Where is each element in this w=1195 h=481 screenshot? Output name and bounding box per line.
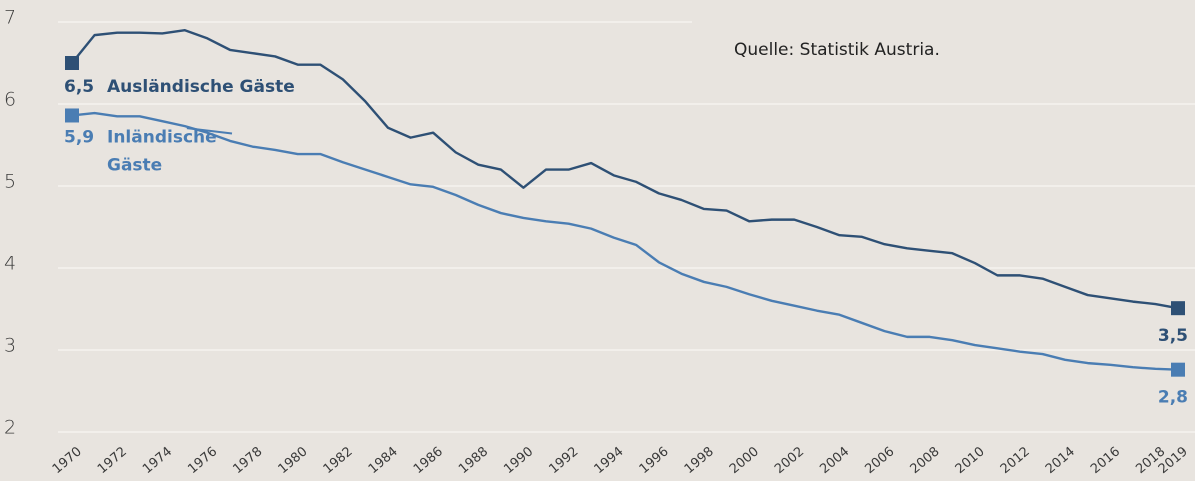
value-label: 3,5 (1158, 326, 1188, 346)
line (71, 111, 1179, 371)
series-label: Inländische Gäste (107, 127, 217, 175)
y-tick-label: 2 (4, 417, 16, 439)
source: Quelle: Statistik Austria. (734, 40, 940, 60)
y-tick-label: 7 (4, 7, 16, 29)
value-label: 2,8 (1158, 388, 1188, 408)
end-marker (65, 56, 79, 70)
y-tick-label: 6 (4, 89, 16, 111)
series-label: Ausländische Gäste (107, 77, 295, 97)
value-label: 6,5 (64, 77, 94, 97)
end-marker (1171, 362, 1185, 377)
source-backdrop (692, 12, 1195, 32)
leader-line (186, 127, 233, 135)
y-tick-label: 4 (4, 253, 16, 275)
line (71, 29, 1179, 310)
end-marker (65, 108, 79, 123)
y-tick-label: 3 (4, 335, 16, 357)
value-label: 5,9 (64, 127, 94, 147)
end-marker (1171, 301, 1185, 316)
y-tick-label: 5 (4, 171, 16, 193)
